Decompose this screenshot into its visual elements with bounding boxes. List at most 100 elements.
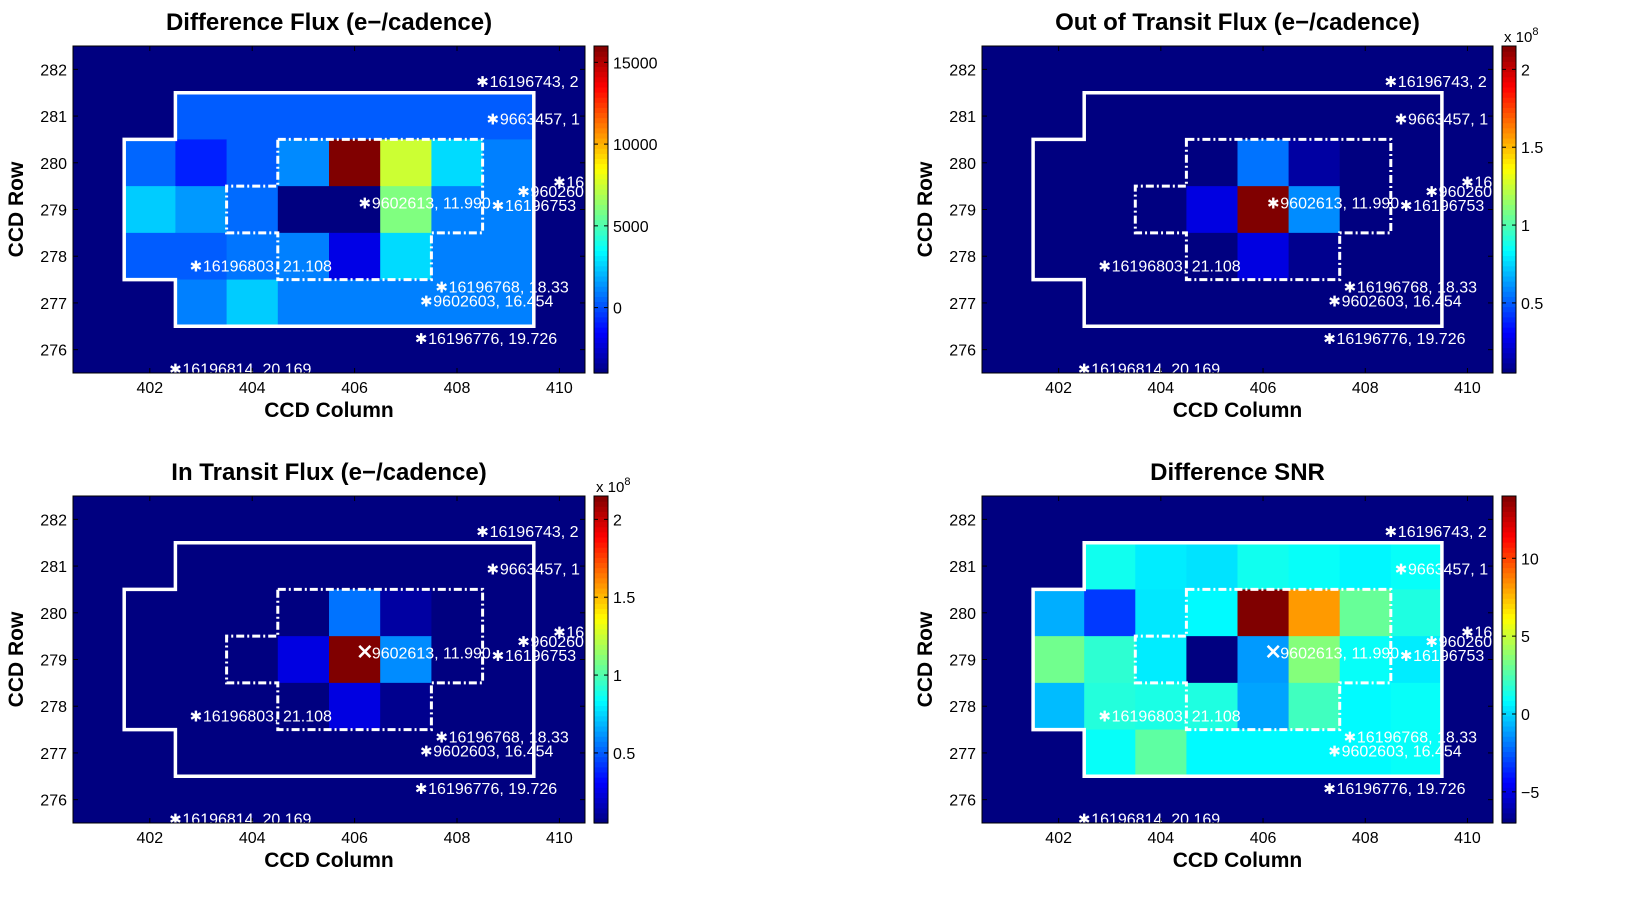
heatmap-cell (73, 186, 125, 234)
colorbar-segment (1502, 311, 1516, 318)
colorbar-segment (1502, 183, 1516, 190)
colorbar-segment (594, 66, 608, 73)
y-tick-label: 282 (949, 512, 976, 529)
colorbar-segment (594, 633, 608, 640)
colorbar-frame (593, 495, 609, 824)
plot-area: ✱ 16196743, 2✱ 9663457, 1×9602613, 11.990✱… (982, 496, 1493, 823)
heatmap-cell (533, 682, 585, 731)
mask-aperture-outline (1133, 137, 1393, 282)
heatmap-cell (982, 589, 1034, 637)
y-axis-label: CCD Row (914, 161, 937, 257)
heatmap-cell (1237, 542, 1290, 591)
heatmap-cell (1390, 186, 1443, 234)
heatmap-cell (1186, 636, 1239, 684)
heatmap-cell (329, 589, 381, 637)
heatmap-cell (226, 186, 279, 234)
colorbar-segment (594, 817, 608, 824)
colorbar-segment (1502, 685, 1516, 691)
colorbar-segment (1502, 521, 1516, 528)
colorbar-segment (594, 731, 608, 737)
star-label: 16196768, 18.33 (1357, 280, 1477, 297)
star-label: 9602602 (531, 634, 593, 651)
heatmap-cell (1084, 589, 1136, 637)
colorbar-segment (1502, 552, 1516, 558)
colorbar-tick-label: 5 (1521, 629, 1530, 646)
colorbar-segment (594, 496, 608, 502)
colorbar-segment (594, 127, 608, 134)
star-label: 9663457, 1 (1408, 561, 1488, 578)
heatmap-cell (1339, 232, 1392, 281)
colorbar-segment (1502, 700, 1516, 707)
heatmap-cell (431, 232, 484, 281)
colorbar-segment (594, 736, 608, 742)
heatmap-cell (482, 776, 535, 823)
heatmap-cell (1186, 496, 1239, 544)
heatmap-cell (1288, 279, 1341, 327)
colorbar-segment (1502, 306, 1516, 313)
star-label: 16196743, 2 (1398, 74, 1487, 91)
heatmap-cell (124, 636, 176, 684)
colorbar-segment (594, 710, 608, 717)
colorbar-segment (594, 536, 608, 543)
heatmap-cell (380, 776, 432, 823)
colorbar-segment (594, 552, 608, 558)
y-tick-label: 282 (40, 62, 67, 79)
heatmap-cell (1339, 776, 1392, 823)
heatmap-cell (1084, 279, 1136, 327)
colorbar-segment (1502, 705, 1516, 712)
heatmap-cell (482, 92, 535, 141)
heatmap-cell (175, 682, 228, 731)
colorbar-segment (1502, 102, 1516, 108)
heatmap-cell (226, 776, 279, 823)
colorbar-segment (1502, 235, 1516, 241)
heatmap-cell (1186, 729, 1239, 777)
heatmap-cell (1288, 542, 1341, 591)
x-tick-label: 404 (1147, 380, 1174, 397)
heatmap-cell (124, 776, 176, 823)
star-label: 16196803, 21.108 (1112, 709, 1241, 726)
heatmap-cell (1135, 326, 1187, 373)
heatmap-cell (482, 589, 535, 637)
x-tick-label: 404 (239, 830, 266, 847)
heatmap-cell (73, 46, 125, 94)
colorbar-segment (1502, 127, 1516, 134)
colorbar-tick-label: 15000 (613, 55, 658, 72)
colorbar-segment (1502, 664, 1516, 671)
x-tick-label: 404 (239, 380, 266, 397)
colorbar-segment (1502, 91, 1516, 98)
heatmap-cell (982, 636, 1034, 684)
heatmap-cell (277, 326, 330, 373)
optimal-aperture-outline (122, 540, 536, 779)
colorbar-segment (1502, 751, 1516, 758)
colorbar-segment (1502, 771, 1516, 778)
colorbar-segment (594, 332, 608, 338)
star-label: 16196814, 20.169 (1091, 361, 1220, 378)
colorbar-segment (1502, 654, 1516, 661)
heatmap-cell (1339, 92, 1392, 141)
colorbar-segment (594, 511, 608, 518)
heatmap-cell (73, 682, 125, 731)
star-marker: ✱ (492, 647, 505, 665)
colorbar-segment (1502, 148, 1516, 154)
star-label: 16196776, 19.726 (428, 781, 557, 798)
heatmap-cell (226, 279, 279, 327)
mask-aperture-outline (225, 137, 485, 282)
heatmap-cell (533, 636, 585, 684)
heatmap-cell (175, 776, 228, 823)
y-axis-label: CCD Row (5, 611, 28, 707)
heatmap-cell (1033, 186, 1085, 234)
star-label: 9602613, 11.990 (1280, 645, 1399, 662)
colorbar-segment (594, 107, 608, 114)
colorbar-segment (594, 143, 608, 149)
colorbar-segment (594, 695, 608, 701)
star-label: 9663457, 1 (500, 561, 580, 578)
colorbar-segment (1502, 81, 1516, 88)
star-marker: ✱ (435, 729, 448, 747)
heatmap-cell (982, 279, 1034, 327)
colorbar-segment (1502, 362, 1516, 369)
colorbar-segment (594, 270, 608, 277)
colorbar-segment (594, 178, 608, 185)
star-marker: ✱ (487, 110, 500, 128)
y-tick-label: 276 (40, 793, 67, 810)
heatmap-cell (277, 139, 330, 187)
